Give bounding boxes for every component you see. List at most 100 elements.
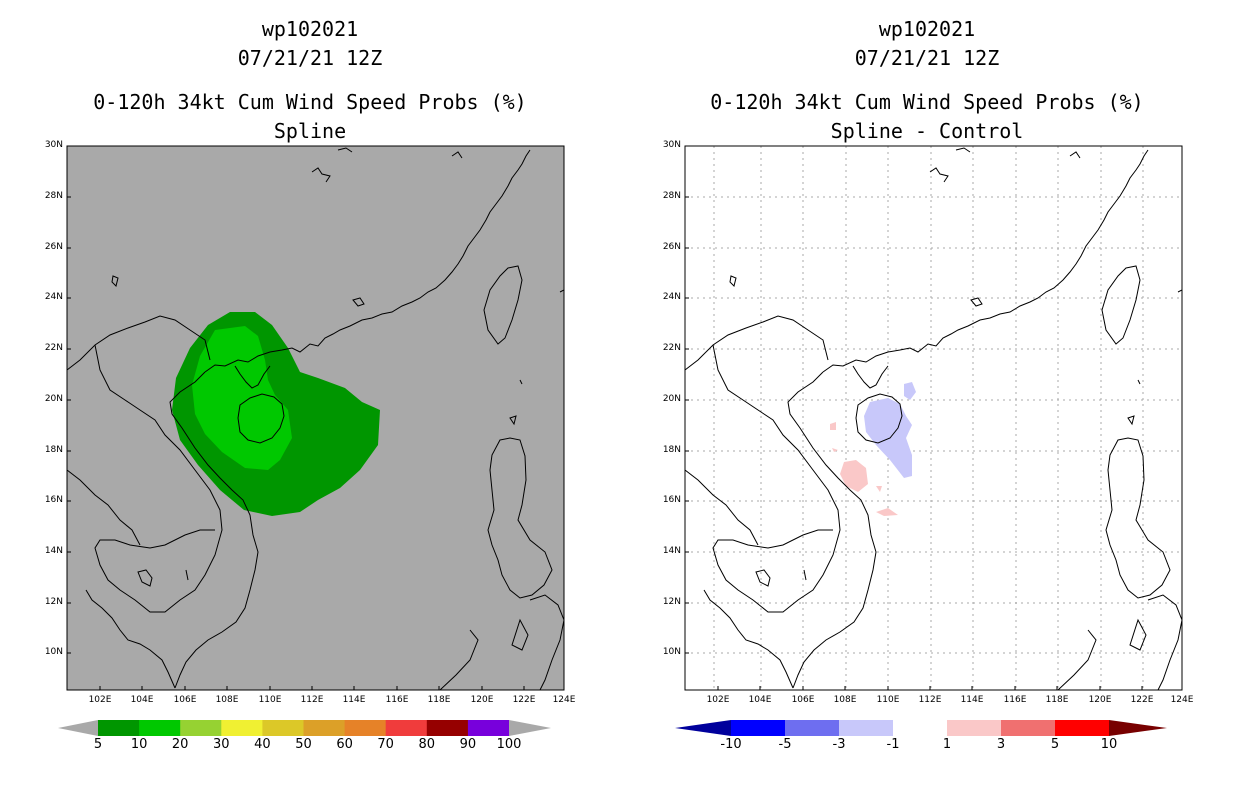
right-diff-positive-dot [832,448,838,452]
left-colorbar-swatch [139,720,181,736]
right-colorbar-swatch [839,720,894,736]
left-colorbar-swatch [303,720,346,736]
right-colorbar-label: 5 [1050,737,1060,752]
right-colorbar-high-arrow [1109,720,1167,736]
left-colorbar-label: 60 [336,737,353,752]
left-colorbar-label: 30 [213,737,230,752]
right-lon-tick-label: 110E [876,695,900,705]
right-lat-tick-label: 24N [662,292,681,302]
right-colorbar-label: 10 [1100,737,1118,752]
left-colorbar-label: 100 [496,737,522,752]
left-colorbar-swatch [467,720,510,736]
left-colorbar-swatch [385,720,428,736]
left-lon-tick-label: 120E [470,695,494,705]
left-colorbar-high-arrow [509,720,551,736]
right-map-gridlines [685,146,1182,690]
left-colorbar-label: 50 [295,737,312,752]
right-colorbar-label: 3 [996,737,1006,752]
right-lat-tick-label: 22N [662,343,681,353]
right-lon-tick-label: 112E [918,695,942,705]
right-lon-tick-label: 114E [960,695,984,705]
right-lat-tick-label: 12N [662,597,681,607]
left-lon-tick-label: 110E [258,695,282,705]
left-lat-tick-label: 10N [44,647,63,657]
left-colorbar-swatch [426,720,469,736]
left-colorbar-label: 10 [130,737,148,752]
right-lon-tick-label: 104E [748,695,772,705]
right-lat-tick-label: 28N [662,191,681,201]
left-lat-tick-label: 12N [44,597,63,607]
left-colorbar-label: 80 [418,737,436,752]
right-diff-negative-small-patch [904,382,916,400]
right-colorbar-label: -1 [886,737,900,752]
right-map-background [685,146,1182,690]
right-colorbar-swatch [1001,720,1056,736]
right-title-date: 07/21/21 12Z [854,46,1000,70]
left-lat-tick-label: 16N [44,495,63,505]
left-lon-tick-label: 114E [342,695,366,705]
right-diff-negative-patch [864,398,912,478]
right-colorbar-label: -3 [832,737,846,752]
left-lon-tick-label: 118E [427,695,451,705]
right-colorbar-swatch [947,720,1002,736]
right-colorbar-swatch [1055,720,1110,736]
left-colorbar-swatch [262,720,304,736]
left-colorbar-swatch [344,720,387,736]
right-lat-tick-label: 18N [662,445,681,455]
right-lat-tick-label: 30N [662,140,681,150]
left-map [66,145,565,691]
left-colorbar-label: 5 [93,737,103,752]
right-map-frame [684,145,1183,691]
left-lon-tick-label: 102E [88,695,112,705]
right-lat-tick-label: 14N [662,546,681,556]
left-title-product: 0-120h 34kt Cum Wind Speed Probs (%) [93,90,527,114]
left-colorbar-label: 70 [377,737,394,752]
left-colorbar-label: 20 [171,737,189,752]
right-colorbar-label: -10 [720,737,742,752]
left-title-storm-id: wp102021 [261,17,359,41]
left-lon-tick-label: 124E [552,695,576,705]
left-colorbar [58,720,551,736]
right-map [684,145,1183,691]
right-lon-tick-label: 124E [1170,695,1194,705]
left-colorbar-swatch [98,720,140,736]
left-colorbar-label: 40 [254,737,271,752]
left-colorbar-swatch [180,720,222,736]
left-map-frame [66,145,565,691]
left-prob-10-20-swath [192,326,292,470]
right-title-product: 0-120h 34kt Cum Wind Speed Probs (%) [710,90,1144,114]
right-diff-positive-patch [840,460,868,492]
left-lat-tick-label: 26N [44,242,63,252]
right-lon-tick-label: 120E [1088,695,1112,705]
right-lon-tick-label: 108E [833,695,857,705]
left-title-method: Spline [273,119,347,143]
right-lat-tick-label: 10N [662,647,681,657]
left-lon-tick-label: 108E [215,695,239,705]
axis-ticks [67,145,1183,690]
left-lat-tick-label: 20N [44,394,63,404]
left-lat-tick-label: 28N [44,191,63,201]
right-colorbar-swatch [731,720,786,736]
right-colorbar-swatch [893,720,948,736]
right-lon-tick-label: 102E [706,695,730,705]
right-title-method: Spline - Control [830,119,1024,143]
left-lat-tick-label: 22N [44,343,63,353]
right-colorbar-swatch [785,720,840,736]
right-colorbar-low-arrow [675,720,731,736]
left-lon-tick-label: 112E [300,695,324,705]
right-lat-tick-label: 26N [662,242,681,252]
right-lon-tick-label: 116E [1003,695,1027,705]
right-diff-positive-small-patch [876,508,898,516]
left-lat-tick-label: 14N [44,546,63,556]
right-diff-positive-dot [876,486,882,492]
left-lon-tick-label: 122E [512,695,536,705]
left-lon-tick-label: 116E [385,695,409,705]
left-colorbar-swatch [221,720,263,736]
left-lat-tick-label: 30N [44,140,63,150]
right-colorbar-label: -5 [778,737,792,752]
right-colorbar [675,720,1167,736]
right-lat-tick-label: 20N [662,394,681,404]
left-title-date: 07/21/21 12Z [237,46,383,70]
left-colorbar-low-arrow [58,720,98,736]
